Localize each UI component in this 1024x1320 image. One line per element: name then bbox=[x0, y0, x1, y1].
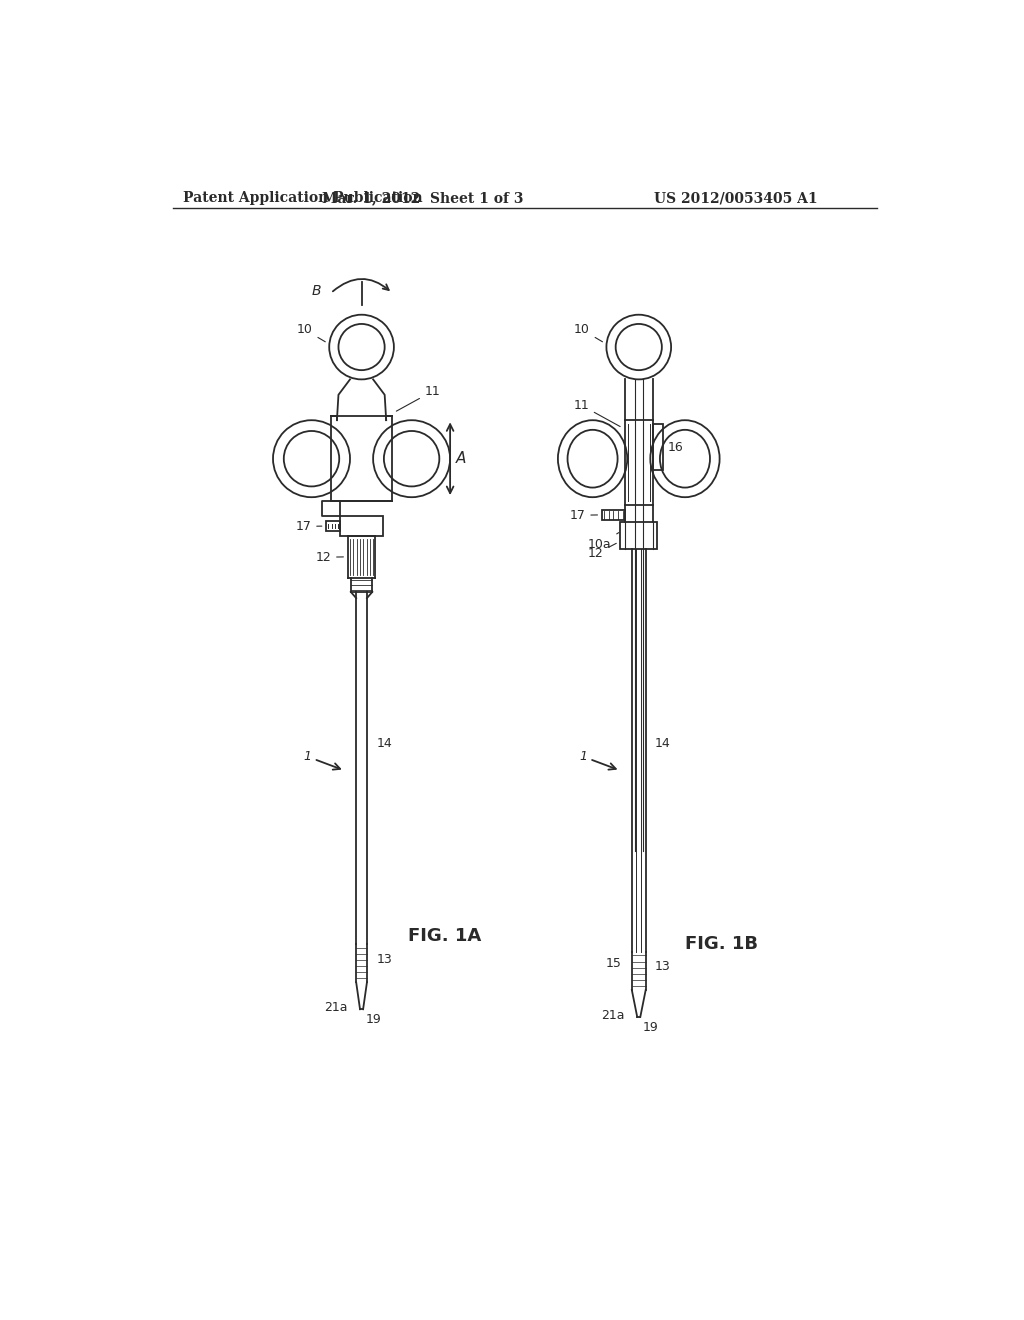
Text: 21a: 21a bbox=[601, 1008, 625, 1022]
Bar bbox=[652, 424, 664, 470]
Text: 19: 19 bbox=[643, 1020, 658, 1034]
Bar bbox=[326, 521, 340, 531]
Text: 11: 11 bbox=[396, 385, 440, 411]
Text: 13: 13 bbox=[655, 961, 671, 973]
Text: Patent Application Publication: Patent Application Publication bbox=[183, 191, 423, 206]
Text: 17: 17 bbox=[295, 520, 322, 533]
Text: B: B bbox=[312, 284, 322, 298]
Text: 17: 17 bbox=[569, 508, 597, 521]
Text: 1: 1 bbox=[580, 750, 588, 763]
Bar bbox=[340, 516, 383, 536]
Text: 10: 10 bbox=[297, 323, 326, 342]
Text: 13: 13 bbox=[376, 953, 392, 966]
Text: 1: 1 bbox=[304, 750, 312, 763]
Text: FIG. 1A: FIG. 1A bbox=[408, 927, 481, 945]
Text: US 2012/0053405 A1: US 2012/0053405 A1 bbox=[654, 191, 818, 206]
Text: 16: 16 bbox=[668, 441, 683, 454]
Text: 11: 11 bbox=[573, 399, 621, 426]
Text: Mar. 1, 2012  Sheet 1 of 3: Mar. 1, 2012 Sheet 1 of 3 bbox=[323, 191, 524, 206]
Text: 12: 12 bbox=[315, 550, 343, 564]
Bar bbox=[621, 521, 657, 549]
Text: 19: 19 bbox=[366, 1014, 381, 1026]
Text: 21a: 21a bbox=[325, 1001, 348, 1014]
Text: 10a: 10a bbox=[588, 533, 618, 550]
Text: 10: 10 bbox=[574, 323, 602, 342]
Text: FIG. 1B: FIG. 1B bbox=[685, 935, 758, 953]
Text: 15: 15 bbox=[605, 957, 621, 970]
Text: 14: 14 bbox=[655, 737, 671, 750]
Text: 12: 12 bbox=[588, 544, 616, 561]
Text: A: A bbox=[457, 451, 467, 466]
Bar bbox=[602, 510, 625, 520]
Text: 14: 14 bbox=[376, 737, 392, 750]
